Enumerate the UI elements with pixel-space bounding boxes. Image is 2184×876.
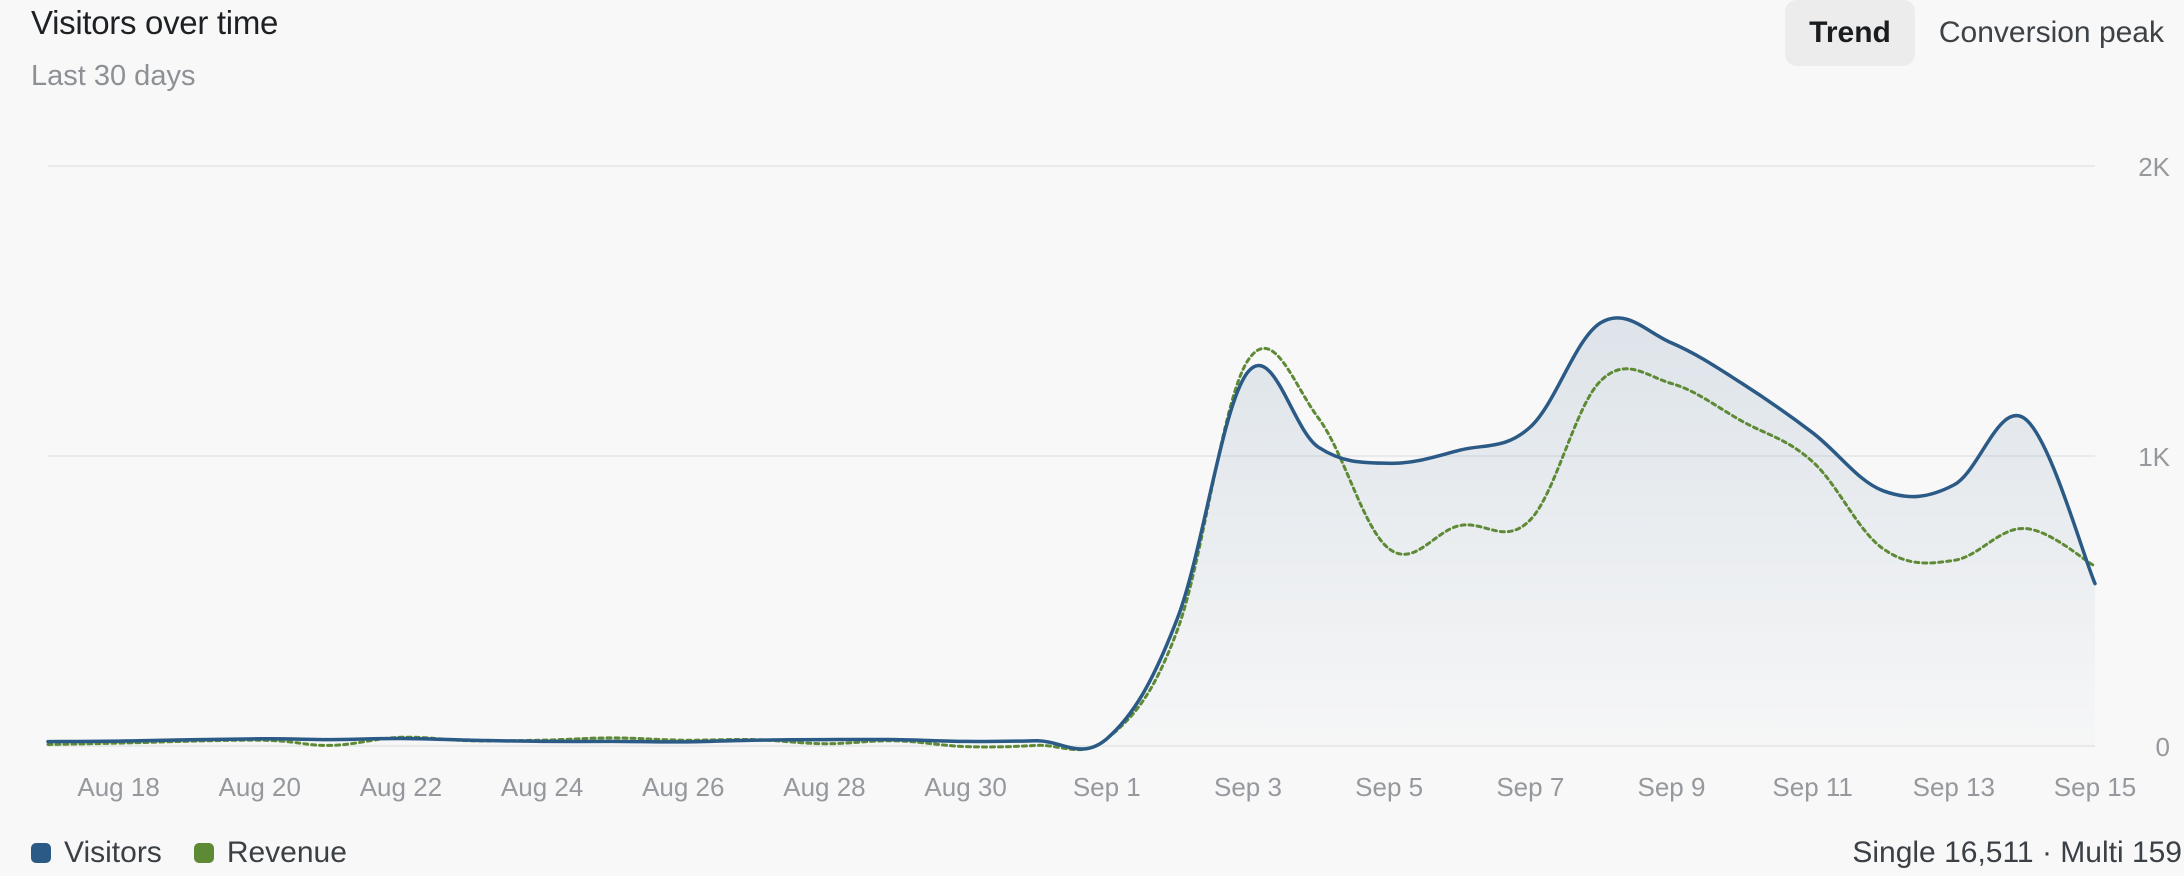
chart-legend: Visitors Revenue (31, 836, 379, 870)
chart-subtitle: Last 30 days (31, 60, 196, 92)
x-tick-label: Aug 22 (360, 772, 442, 802)
legend-item-revenue[interactable]: Revenue (193, 836, 347, 870)
x-tick-label: Aug 24 (501, 772, 583, 802)
x-tick-label: Aug 30 (924, 772, 1006, 802)
chart-title: Visitors over time (31, 4, 279, 41)
x-tick-label: Aug 28 (783, 772, 865, 802)
view-toggle: Trend Conversion peak (1785, 0, 2184, 66)
x-tick-label: Sep 7 (1496, 772, 1564, 802)
visitors-line (46, 316, 2097, 751)
x-tick-label: Sep 11 (1772, 772, 1852, 802)
x-tick-label: Sep 13 (1913, 772, 1995, 802)
visitors-area (48, 317, 2095, 750)
trend-tab[interactable]: Trend (1785, 0, 1915, 66)
legend-revenue-label: Revenue (226, 836, 347, 869)
legend-item-visitors[interactable]: Visitors (31, 836, 162, 870)
y-tick-label: 2K (2138, 152, 2170, 182)
summary-counts: Single 16,511 · Multi 159 (1852, 836, 2182, 869)
legend-visitors-label: Visitors (64, 836, 162, 869)
series-layer (46, 316, 2097, 752)
x-tick-label: Aug 20 (219, 772, 301, 802)
x-tick-label: Sep 9 (1638, 772, 1706, 802)
x-tick-label: Sep 5 (1355, 772, 1423, 802)
x-tick-label: Aug 26 (642, 772, 724, 802)
x-tick-label: Sep 3 (1214, 772, 1282, 802)
y-tick-label: 0 (2156, 732, 2170, 762)
x-tick-label: Aug 18 (77, 772, 159, 802)
y-tick-label: 1K (2138, 442, 2170, 472)
y-axis-ticks: 0 1K 2K (2138, 152, 2170, 762)
visitors-swatch (31, 843, 51, 863)
conversion-peak-tab[interactable]: Conversion peak (1938, 16, 2164, 49)
x-axis-ticks: Aug 18 Aug 20 Aug 22 Aug 24 Aug 26 Aug 28 Aug … (77, 772, 2136, 802)
x-tick-label: Sep 1 (1073, 772, 1141, 802)
x-tick-label: Sep 15 (2054, 772, 2136, 802)
revenue-swatch (193, 843, 214, 863)
